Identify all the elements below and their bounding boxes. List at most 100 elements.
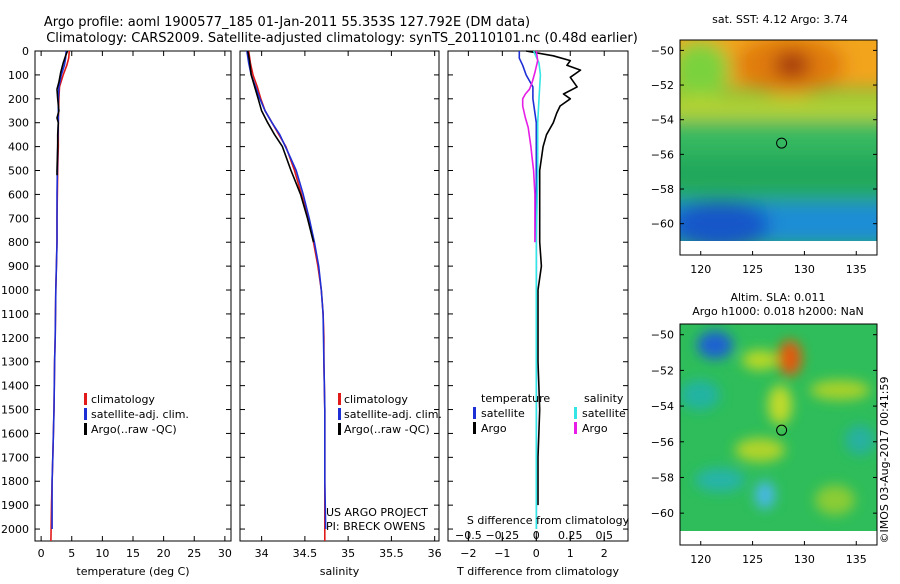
sst-map-panel: 120 125 130 135 −50 −52 −54 −56 −58 −60 sat. SST: … (651, 13, 878, 276)
sla-map-frame (679, 323, 878, 546)
depth-tick-label: 1200 (1, 332, 29, 345)
sst-map-xtick-label: 130 (794, 263, 815, 276)
sla-map-argo-location-marker (776, 424, 788, 436)
temperature-xtick-label: 30 (218, 547, 232, 560)
sst-map-xtick-label: 135 (846, 263, 867, 276)
difference-xtick-label: −1 (494, 547, 510, 560)
temp-legend-label: Argo(..raw -QC) (91, 423, 177, 436)
diff-legend-sal-label: satellite (582, 407, 626, 420)
sst-map-ytick-label: −60 (651, 218, 674, 231)
sla-map-ytick-label: −58 (651, 471, 674, 484)
depth-tick-label: 1900 (1, 499, 29, 512)
sla-map-ytick-label: −60 (651, 507, 674, 520)
depth-tick-label: 1400 (1, 380, 29, 393)
temp-legend-swatch (84, 408, 87, 420)
depth-tick-label: 300 (8, 117, 29, 130)
difference-panel: −2 −1 0 1 2 T difference from climatology temp… (447, 50, 630, 578)
difference-series-line-t-argo (525, 50, 582, 506)
diff-s-tick-label: −0.5 (455, 529, 482, 542)
diff-s-tick-label: 0.5 (595, 529, 613, 542)
depth-tick-label: 900 (8, 260, 29, 273)
temperature-frame (34, 50, 232, 542)
diff-legend-temp-label: satellite (481, 407, 525, 420)
diff-legend-temp-title: temperature (481, 392, 550, 405)
sla-map-xtick-label: 130 (794, 553, 815, 566)
salinity-panel: 34 34.5 35 35.5 36 salinity climatology satelli… (239, 50, 442, 578)
diff-s-tick-label: −0.25 (485, 529, 519, 542)
sla-map-subtitle: Argo h1000: 0.018 h2000: NaN (692, 305, 864, 318)
temperature-xtick-label: 5 (68, 547, 75, 560)
depth-tick-label: 400 (8, 141, 29, 154)
difference-series-line-s-satellite (532, 50, 542, 529)
sst-map-ytick-label: −52 (651, 79, 674, 92)
depth-tick-label: 1700 (1, 451, 29, 464)
sla-map-ytick-label: −56 (651, 436, 674, 449)
sal-legend-swatch (338, 423, 341, 435)
sst-map-frame (679, 39, 878, 256)
salinity-xtick-label: 35.5 (379, 547, 404, 560)
sal-legend-label: climatology (344, 393, 408, 406)
diff-legend-sal-swatch (574, 422, 577, 434)
depth-tick-label: 700 (8, 212, 29, 225)
diff-legend-sal-label: Argo (582, 422, 608, 435)
salinity-frame (239, 50, 440, 542)
salinity-series-line-argo-raw-qc- (247, 50, 315, 243)
sst-map-xtick-label: 120 (690, 263, 711, 276)
depth-tick-label: 500 (8, 165, 29, 178)
temp-legend-swatch (84, 423, 87, 435)
sst-map-xtick-label: 125 (742, 263, 763, 276)
sla-map-ytick-label: −54 (651, 400, 674, 413)
temperature-xlabel: temperature (deg C) (76, 565, 189, 578)
temperature-xtick-label: 20 (157, 547, 171, 560)
sla-map-xtick-label: 135 (846, 553, 867, 566)
depth-tick-label: 1300 (1, 356, 29, 369)
sla-map-panel: 120 125 130 135 −50 −52 −54 −56 −58 −60 Altim. SLA… (651, 291, 878, 566)
salinity-series-line-satellite-adj-clim- (246, 50, 327, 530)
project-annotation: US ARGO PROJECT (326, 506, 428, 519)
temperature-series-line-satellite-adj-clim- (51, 50, 67, 529)
temperature-panel: 0 5 10 15 20 25 300100200300400500600700800900… (1, 45, 232, 578)
salinity-xtick-label: 36 (428, 547, 442, 560)
depth-tick-label: 600 (8, 188, 29, 201)
sst-map-ytick-label: −50 (651, 44, 674, 57)
difference-series-line-s-argo (521, 50, 539, 243)
sal-legend-label: satellite-adj. clim. (344, 408, 442, 421)
sla-map-title: Altim. SLA: 0.011 (730, 291, 825, 304)
difference-xtick-label: 2 (601, 547, 608, 560)
temperature-series-group (50, 50, 71, 542)
diff-legend-temp-swatch (473, 422, 476, 434)
depth-tick-label: 2000 (1, 523, 29, 536)
depth-tick-label: 800 (8, 236, 29, 249)
diff-s-tick-label: 0 (533, 529, 540, 542)
temp-legend-label: climatology (91, 393, 155, 406)
depth-tick-label: 200 (8, 93, 29, 106)
sst-map-argo-location-marker (776, 137, 788, 149)
depth-tick-label: 1600 (1, 427, 29, 440)
salinity-xtick-label: 34 (255, 547, 269, 560)
sst-map-title: sat. SST: 4.12 Argo: 3.74 (712, 13, 848, 26)
sla-map-ytick-label: −52 (651, 364, 674, 377)
diff-s-axis-label: S difference from climatology (467, 514, 630, 527)
diff-legend-temp-label: Argo (481, 422, 507, 435)
sst-map-blank-strip (680, 241, 877, 255)
sla-map-blank-strip (680, 531, 877, 545)
sal-legend-swatch (338, 393, 341, 405)
depth-tick-label: 1000 (1, 284, 29, 297)
figure-title-line2: Climatology: CARS2009. Satellite-adjuste… (46, 31, 638, 46)
salinity-xtick-label: 35 (341, 547, 355, 560)
temperature-xtick-label: 10 (95, 547, 109, 560)
difference-series-group (518, 50, 582, 529)
depth-tick-label: 1800 (1, 475, 29, 488)
temperature-xtick-label: 25 (187, 547, 201, 560)
temperature-xtick-label: 0 (38, 547, 45, 560)
temperature-series-line-argo-raw-qc- (56, 50, 69, 176)
difference-xlabel: T difference from climatology (456, 565, 619, 578)
salinity-xlabel: salinity (320, 565, 360, 578)
depth-tick-label: 0 (22, 45, 29, 58)
temperature-xtick-label: 15 (126, 547, 140, 560)
depth-tick-label: 1100 (1, 308, 29, 321)
sst-map-field (680, 40, 877, 241)
sla-map-field (680, 324, 877, 531)
sla-map-xtick-label: 120 (690, 553, 711, 566)
